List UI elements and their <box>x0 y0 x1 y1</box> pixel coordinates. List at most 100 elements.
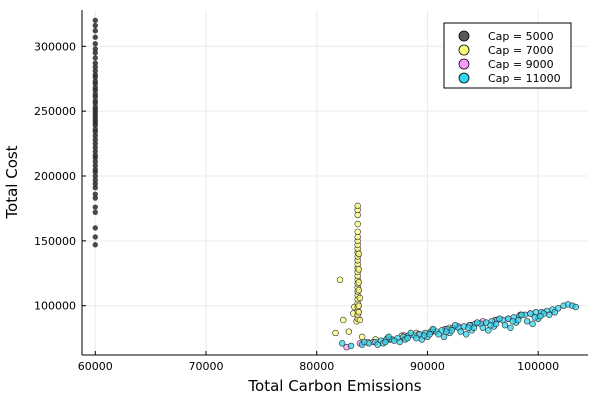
data-point <box>92 78 98 85</box>
data-point <box>92 181 98 187</box>
legend-label: Cap = 5000 <box>488 30 554 43</box>
data-point <box>546 311 553 318</box>
data-point <box>92 152 98 158</box>
data-point <box>507 324 514 331</box>
data-point <box>92 28 98 34</box>
data-point <box>347 342 355 350</box>
data-point <box>92 234 98 240</box>
data-point <box>463 331 470 338</box>
data-points <box>92 17 580 351</box>
data-point <box>92 177 98 183</box>
data-point <box>457 328 464 335</box>
y-tick-label: 200000 <box>34 170 76 183</box>
y-axis-title: Total Cost <box>3 145 21 219</box>
data-point <box>92 104 98 110</box>
data-point <box>487 321 494 329</box>
legend-marker <box>458 30 470 42</box>
data-point <box>479 324 487 331</box>
data-point <box>451 321 459 329</box>
data-point <box>92 184 98 191</box>
data-point <box>492 320 500 328</box>
data-point <box>340 316 347 324</box>
data-point <box>92 242 98 248</box>
data-point <box>345 328 353 335</box>
data-point <box>338 340 346 347</box>
legend-marker <box>458 58 470 70</box>
data-point <box>465 324 472 331</box>
data-point <box>429 325 437 333</box>
legend-marker <box>458 44 470 56</box>
x-tick-label: 100000 <box>517 360 559 373</box>
y-tick-label: 250000 <box>34 105 76 118</box>
data-point <box>92 133 98 139</box>
x-tick-label: 70000 <box>189 360 224 373</box>
data-point <box>501 321 509 329</box>
legend-label: Cap = 7000 <box>488 44 554 57</box>
data-point <box>518 311 525 318</box>
data-point <box>92 136 98 143</box>
x-tick-label: 60000 <box>78 360 113 373</box>
data-point <box>355 286 363 294</box>
legend-label: Cap = 11000 <box>488 72 561 85</box>
data-point <box>374 341 381 348</box>
data-point <box>336 276 344 283</box>
data-point <box>92 140 98 147</box>
data-point <box>92 68 98 74</box>
x-tick-label: 90000 <box>410 360 445 373</box>
data-point <box>92 85 98 91</box>
y-tick-label: 150000 <box>34 235 76 248</box>
data-point <box>355 266 363 273</box>
data-point <box>92 22 98 29</box>
data-point <box>426 331 433 338</box>
data-point <box>92 162 98 169</box>
data-point <box>355 302 363 309</box>
data-point <box>382 338 389 346</box>
data-point <box>448 327 456 334</box>
data-point <box>354 228 361 235</box>
data-point <box>92 91 98 98</box>
y-tick-label: 100000 <box>34 300 76 313</box>
data-point <box>92 46 98 52</box>
data-point <box>407 329 415 337</box>
data-point <box>92 64 98 70</box>
legend-label: Cap = 9000 <box>488 58 554 71</box>
data-point <box>537 312 544 320</box>
data-point <box>354 220 361 228</box>
data-point <box>92 55 98 61</box>
data-point <box>496 315 503 322</box>
data-point <box>92 209 98 216</box>
data-point <box>443 328 450 335</box>
data-point <box>92 159 98 165</box>
data-point <box>92 173 98 179</box>
data-point <box>92 144 98 151</box>
data-point <box>92 204 98 210</box>
series-cap-7000 <box>332 202 453 346</box>
data-point <box>92 98 98 104</box>
data-point <box>355 279 363 286</box>
data-point <box>92 126 98 133</box>
data-point <box>92 225 98 231</box>
data-point <box>92 195 98 201</box>
data-point <box>509 318 516 325</box>
data-point <box>92 41 98 47</box>
data-point <box>356 316 364 324</box>
data-point <box>385 333 392 341</box>
axes <box>81 10 588 356</box>
data-point <box>470 324 478 331</box>
data-point <box>435 331 442 338</box>
data-point <box>92 191 98 197</box>
data-point <box>361 338 368 346</box>
x-axis-title: Total Carbon Emissions <box>247 377 421 395</box>
data-point <box>420 332 428 339</box>
data-point <box>92 50 98 56</box>
data-point <box>332 329 339 337</box>
data-point <box>531 314 539 321</box>
data-point <box>92 60 98 66</box>
x-tick-labels: 60000 70000 80000 90000 100000 <box>78 351 559 373</box>
series-cap-5000 <box>92 17 98 248</box>
data-point <box>529 320 536 328</box>
data-point <box>404 334 411 342</box>
data-point <box>356 294 364 302</box>
